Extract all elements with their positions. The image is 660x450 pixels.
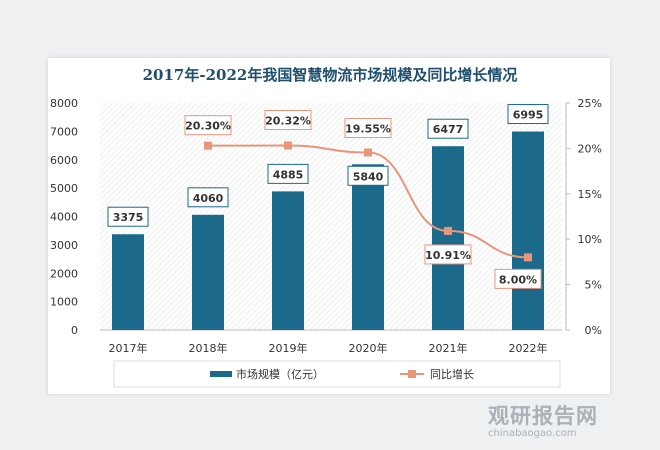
bar-data-label: 3375 xyxy=(113,211,144,224)
x-axis-tick: 2017年 xyxy=(109,341,148,355)
right-axis-tick: 25% xyxy=(578,97,602,110)
legend-line-marker xyxy=(408,370,416,378)
chart-title: 2017年-2022年我国智慧物流市场规模及同比增长情况 xyxy=(142,66,518,84)
right-axis-tick: 10% xyxy=(578,233,602,246)
line-label-box xyxy=(184,115,232,136)
line-data-label: 10.91% xyxy=(425,249,471,262)
growth-marker-2020年 xyxy=(364,148,372,157)
growth-marker-2019年 xyxy=(284,141,292,150)
legend-line-label: 同比增长 xyxy=(430,367,474,381)
left-axis-tick: 4000 xyxy=(50,211,78,224)
growth-marker-2022年 xyxy=(524,253,532,262)
bar-data-label: 4060 xyxy=(193,192,224,205)
line-label-box xyxy=(424,244,472,265)
left-axis-tick: 7000 xyxy=(50,125,78,138)
right-axis-tick: 20% xyxy=(578,142,602,155)
x-axis-tick: 2018年 xyxy=(189,341,228,355)
x-axis-tick: 2021年 xyxy=(429,341,468,355)
legend-bar-swatch xyxy=(210,371,232,377)
right-axis-tick: 5% xyxy=(585,279,602,292)
left-axis-tick: 0 xyxy=(71,324,78,337)
growth-line xyxy=(207,144,529,259)
growth-marker-2018年 xyxy=(204,141,212,150)
line-data-label: 20.30% xyxy=(185,120,231,133)
bar-2019年 xyxy=(272,191,304,330)
bar-label-box xyxy=(507,104,549,125)
watermark-logo: 观研报告网 chinabaogao.com xyxy=(488,400,598,439)
line-label-box xyxy=(494,268,542,289)
left-axis-tick: 8000 xyxy=(50,97,78,110)
x-axis-tick: 2019年 xyxy=(269,341,308,355)
bar-label-box xyxy=(187,187,229,208)
left-axis-tick: 2000 xyxy=(50,267,78,280)
bar-data-label: 6995 xyxy=(513,109,544,122)
right-axis-tick: 15% xyxy=(578,188,602,201)
bar-label-box xyxy=(427,118,469,139)
left-axis-tick: 6000 xyxy=(50,154,78,167)
bar-2021年 xyxy=(432,146,464,330)
left-axis-tick: 5000 xyxy=(50,182,78,195)
bar-label-box xyxy=(347,165,389,186)
left-axis-tick: 3000 xyxy=(50,239,78,252)
bar-data-label: 5840 xyxy=(353,170,384,183)
legend-bar-label: 市场规模（亿元） xyxy=(236,367,324,381)
line-label-box xyxy=(344,117,392,138)
bar-label-box xyxy=(107,206,149,227)
bar-2022年 xyxy=(512,131,544,330)
bar-2020年 xyxy=(352,164,384,330)
right-axis-tick: 0% xyxy=(585,324,602,337)
line-data-label: 19.55% xyxy=(345,122,391,135)
left-axis-tick: 1000 xyxy=(50,296,78,309)
line-data-label: 20.32% xyxy=(265,114,311,127)
watermark-name: 观研报告网 xyxy=(488,404,598,428)
x-axis-tick: 2022年 xyxy=(509,341,548,355)
watermark-url: chinabaogao.com xyxy=(488,428,577,439)
bar-label-box xyxy=(267,163,309,184)
x-axis-tick: 2020年 xyxy=(349,341,388,355)
bar-2018年 xyxy=(192,214,224,330)
plot-area xyxy=(100,103,562,330)
growth-marker-2021年 xyxy=(444,226,452,235)
bar-data-label: 6477 xyxy=(433,123,464,136)
bar-data-label: 4885 xyxy=(273,168,304,181)
legend-box xyxy=(113,360,561,388)
bar-2017年 xyxy=(112,234,144,330)
line-label-box xyxy=(264,109,312,130)
line-data-label: 8.00% xyxy=(499,273,537,286)
